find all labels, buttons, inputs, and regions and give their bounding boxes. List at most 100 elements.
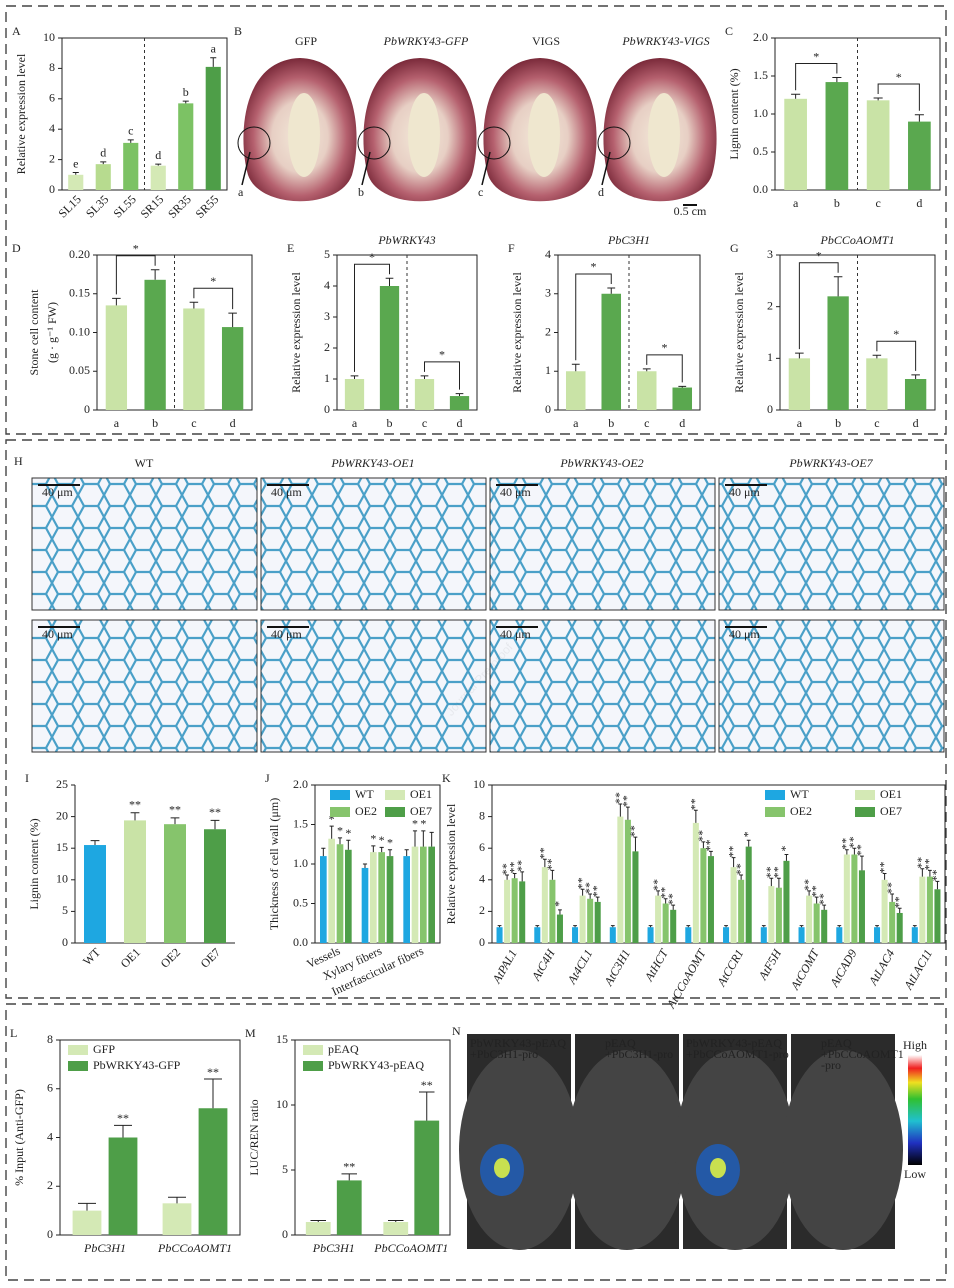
panel-letter: K bbox=[442, 771, 451, 785]
bar bbox=[836, 927, 843, 943]
y-tick-label: 2 bbox=[47, 1178, 53, 1192]
region-circle bbox=[477, 126, 511, 160]
pear-core bbox=[528, 93, 560, 177]
error-bar bbox=[663, 898, 668, 904]
error-bar bbox=[709, 850, 713, 857]
significance-star: ** bbox=[665, 893, 679, 905]
error-bar bbox=[127, 139, 134, 143]
y-tick-label: 0 bbox=[545, 402, 551, 416]
error-bar bbox=[90, 840, 100, 846]
y-tick-label: 25 bbox=[56, 777, 68, 791]
error-bar bbox=[170, 817, 180, 825]
y-tick-label: 0 bbox=[62, 935, 68, 949]
significance-star: ** bbox=[854, 844, 868, 856]
significance-star: ** bbox=[537, 847, 551, 859]
bar bbox=[414, 1120, 440, 1235]
error-bar bbox=[210, 819, 220, 830]
error-bar bbox=[873, 97, 883, 101]
error-bar bbox=[341, 1173, 357, 1181]
bar bbox=[775, 887, 782, 943]
error-bar bbox=[832, 77, 842, 83]
error-bar bbox=[897, 907, 902, 913]
error-bar bbox=[420, 375, 429, 379]
bracket bbox=[795, 63, 838, 91]
y-axis-label: (g · g⁻¹ FW) bbox=[45, 302, 59, 363]
bar bbox=[813, 903, 820, 943]
error-bar bbox=[791, 93, 801, 99]
bar bbox=[428, 846, 435, 943]
x-tick-label: b bbox=[834, 196, 840, 210]
significance-star: ** bbox=[117, 1111, 129, 1125]
bracket bbox=[876, 340, 917, 371]
error-bar bbox=[505, 874, 509, 880]
x-tick-label: c bbox=[422, 416, 427, 430]
colorbar-label: High bbox=[903, 1038, 927, 1052]
y-tick-label: 2.0 bbox=[293, 777, 308, 791]
error-bar bbox=[371, 845, 376, 853]
error-bar bbox=[542, 858, 547, 868]
bracket bbox=[575, 273, 612, 361]
error-bar bbox=[512, 872, 517, 879]
error-bar bbox=[678, 385, 687, 388]
bar bbox=[504, 879, 511, 943]
bar bbox=[183, 308, 205, 410]
y-tick-label: 0 bbox=[479, 935, 485, 949]
error-bar bbox=[204, 1078, 222, 1109]
legend-label: PbWRKY43-pEAQ bbox=[328, 1058, 424, 1072]
bar bbox=[685, 927, 692, 943]
error-bar bbox=[573, 925, 577, 928]
bar bbox=[370, 852, 377, 943]
y-tick-label: 0 bbox=[324, 402, 330, 416]
y-tick-label: 0 bbox=[767, 402, 773, 416]
y-tick-label: 6 bbox=[49, 91, 55, 105]
panel-letter: A bbox=[12, 24, 21, 38]
error-bar bbox=[807, 890, 811, 896]
panel-letter: J bbox=[265, 771, 270, 785]
x-tick-label: SL55 bbox=[111, 192, 139, 220]
bar bbox=[328, 838, 335, 943]
significance-star: ** bbox=[544, 858, 558, 870]
micrograph bbox=[31, 619, 258, 753]
legend-label: pEAQ bbox=[328, 1042, 359, 1056]
micrograph bbox=[260, 619, 487, 753]
x-tick-label: d bbox=[913, 416, 919, 430]
y-axis-label: % Input (Anti-GFP) bbox=[12, 1089, 26, 1186]
panel-letter: N bbox=[452, 1024, 461, 1038]
x-tick-label: AtPAL1 bbox=[489, 947, 520, 986]
bar bbox=[730, 867, 737, 943]
frame-bottom bbox=[5, 1003, 947, 1281]
y-tick-label: 0 bbox=[47, 1227, 53, 1241]
y-tick-label: 2 bbox=[324, 340, 330, 354]
y-tick-label: 1 bbox=[545, 363, 551, 377]
significance-star: * bbox=[412, 817, 418, 831]
error-bar bbox=[346, 839, 351, 850]
error-bar bbox=[78, 1202, 96, 1211]
x-tick-label: b bbox=[835, 416, 841, 430]
y-tick-label: 5 bbox=[62, 903, 68, 917]
x-tick-label: a bbox=[352, 416, 358, 430]
leaf bbox=[675, 1050, 795, 1250]
y-axis-label: Relative expression level bbox=[444, 803, 458, 924]
significance-star: ** bbox=[876, 861, 890, 873]
error-bar bbox=[388, 1219, 404, 1222]
bar bbox=[670, 909, 677, 943]
error-bar bbox=[535, 925, 540, 928]
bar bbox=[519, 881, 526, 943]
error-bar bbox=[607, 287, 616, 294]
y-tick-label: 0.05 bbox=[69, 363, 90, 377]
error-bar bbox=[626, 806, 630, 820]
scale-label: 0.5 cm bbox=[674, 204, 707, 218]
bar bbox=[617, 816, 624, 943]
x-tick-label: AtCCR1 bbox=[714, 947, 747, 990]
x-tick-label: AtCCoAOMT bbox=[663, 946, 709, 1012]
legend-label: OE1 bbox=[410, 787, 432, 801]
y-tick-label: 4 bbox=[47, 1129, 53, 1143]
micrograph-label: WT bbox=[135, 456, 154, 470]
legend-swatch bbox=[68, 1045, 88, 1055]
error-bar bbox=[189, 301, 199, 309]
error-bar bbox=[421, 830, 426, 847]
legend-swatch bbox=[385, 790, 405, 800]
significance-star: ** bbox=[733, 863, 747, 875]
bar bbox=[655, 895, 662, 943]
bar bbox=[511, 878, 518, 943]
